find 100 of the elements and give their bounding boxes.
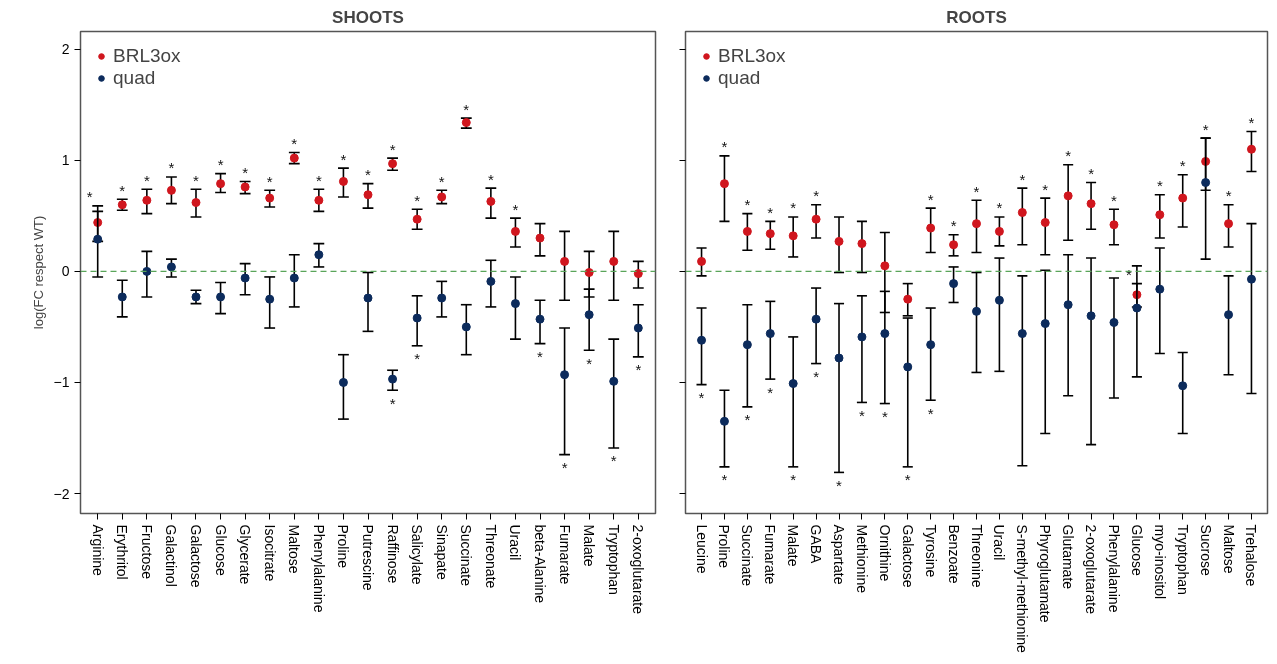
x-tick-label: Maltose <box>286 524 303 574</box>
annotation: * <box>744 196 751 214</box>
annotation: * <box>487 170 494 188</box>
x-tick-label: Sinapate <box>433 524 450 580</box>
annotation: * <box>813 368 820 386</box>
annotation: * <box>463 100 470 118</box>
annotation: * <box>414 350 421 368</box>
x-tick-label: Fructose <box>138 524 155 580</box>
x-tick-label: Isocitrate <box>261 524 278 582</box>
annotation: * <box>610 452 617 470</box>
x-tick-label: Phenylalanine <box>1105 524 1122 613</box>
x-tick-label: Glucose <box>1128 524 1145 577</box>
x-tick-label: Tyrosine <box>922 524 939 578</box>
annotation: * <box>859 406 866 424</box>
annotation: * <box>586 354 593 372</box>
legend-label: BRL3ox <box>113 45 181 67</box>
annotation: * <box>927 190 934 208</box>
y-tick-label: 2 <box>61 41 70 58</box>
annotation: * <box>315 171 322 189</box>
x-tick-label: 2-oxoglutarate <box>630 524 647 615</box>
legend-label: quad <box>718 67 761 89</box>
legend-label: quad <box>113 67 156 89</box>
chart-title: SHOOTS <box>332 7 404 27</box>
x-tick-label: Raffinose <box>384 524 401 584</box>
y-axis-title: log(FC respect WT) <box>30 215 46 330</box>
annotation: * <box>365 166 372 184</box>
x-tick-label: Threonine <box>968 524 985 588</box>
x-tick-label: Phyroglutamate <box>1037 524 1054 623</box>
x-tick-label: Methionine <box>853 524 870 594</box>
annotation: * <box>767 383 774 401</box>
x-tick-label: myo-inositol <box>1151 524 1168 600</box>
annotation: * <box>927 404 934 422</box>
annotation: * <box>168 159 175 177</box>
y-tick-label: −1 <box>53 374 70 391</box>
x-tick-label: Uracil <box>991 524 1008 561</box>
annotation: * <box>414 191 421 209</box>
annotation: * <box>721 138 728 156</box>
x-tick-label: beta-Alanine <box>532 524 549 604</box>
x-tick-label: Succinate <box>739 524 756 587</box>
annotation: * <box>143 171 150 189</box>
x-tick-label: Fumarate <box>556 524 573 585</box>
x-tick-label: Glutamate <box>1060 524 1077 590</box>
annotation: * <box>389 394 396 412</box>
annotation: * <box>242 163 249 181</box>
x-tick-label: 2-oxoglutarate <box>1083 524 1100 615</box>
annotation: * <box>973 182 980 200</box>
annotation: * <box>790 199 797 217</box>
x-tick-label: Succinate <box>458 524 475 587</box>
x-tick-label: Ornithine <box>876 524 893 582</box>
annotation: * <box>340 150 347 168</box>
annotation: * <box>813 187 820 205</box>
annotation: * <box>1042 180 1049 198</box>
annotation: * <box>744 411 751 429</box>
annotation: * <box>266 172 273 190</box>
annotation: * <box>836 476 843 494</box>
x-tick-label: S-methyl-methionine <box>1014 524 1031 654</box>
x-tick-label: Tryptophan <box>605 524 622 595</box>
annotation: * <box>537 348 544 366</box>
x-tick-label: Phenylalanine <box>310 524 327 613</box>
annotation: * <box>1111 191 1118 209</box>
annotation: * <box>291 135 298 153</box>
x-tick-label: Sucrose <box>1197 524 1214 577</box>
y-tick-label: 1 <box>61 152 70 169</box>
legend-label: BRL3ox <box>718 45 786 67</box>
annotation: * <box>635 361 642 379</box>
x-tick-label: Aspartate <box>831 524 848 585</box>
x-tick-label: Trehalose <box>1243 524 1260 587</box>
annotation: * <box>193 171 200 189</box>
annotation: * <box>1225 187 1232 205</box>
x-tick-label: Galactose <box>187 524 204 588</box>
annotation: * <box>119 181 126 199</box>
x-tick-label: Galactose <box>899 524 916 588</box>
x-tick-label: Salicylate <box>409 524 426 585</box>
annotation: * <box>1156 177 1163 195</box>
y-tick-label: −2 <box>53 485 70 502</box>
x-tick-label: Tryptophan <box>1174 524 1191 595</box>
x-tick-label: Uracil <box>507 524 524 561</box>
annotation: * <box>790 471 797 489</box>
x-tick-label: Arginine <box>89 524 106 577</box>
annotation: * <box>1248 113 1255 131</box>
y-tick-label: 0 <box>61 263 70 280</box>
annotation: * <box>881 408 888 426</box>
annotation: * <box>698 389 705 407</box>
x-tick-label: Proline <box>335 524 352 569</box>
annotation: * <box>217 156 224 174</box>
x-tick-label: GABA <box>808 524 825 565</box>
annotation: * <box>1202 120 1209 138</box>
annotation: * <box>389 140 396 158</box>
annotation: * <box>767 203 774 221</box>
annotation: * <box>438 172 445 190</box>
x-tick-label: Glycerate <box>237 524 254 585</box>
chart-title: ROOTS <box>946 7 1007 27</box>
annotation: * <box>721 471 728 489</box>
x-tick-label: Erythritol <box>114 524 131 580</box>
x-tick-label: Galactinol <box>163 524 180 587</box>
x-tick-label: Leucine <box>693 524 710 574</box>
annotation: * <box>1019 170 1026 188</box>
x-tick-label: Malate <box>581 524 598 567</box>
annotation: * <box>950 217 957 235</box>
x-tick-label: Benzoate <box>945 524 962 584</box>
